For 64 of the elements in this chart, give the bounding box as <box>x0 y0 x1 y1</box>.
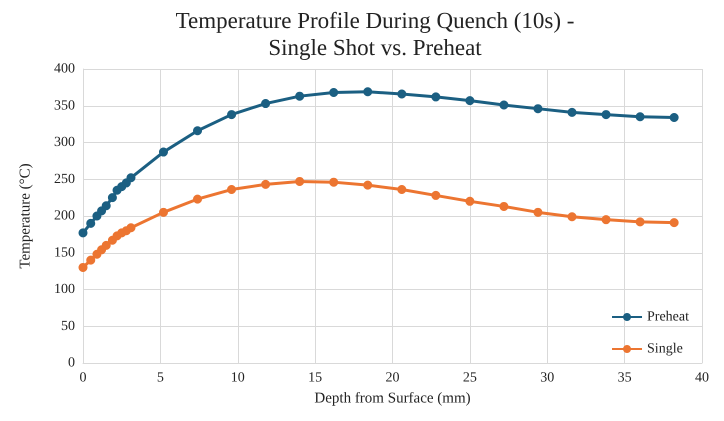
point <box>193 126 202 136</box>
point <box>533 104 542 114</box>
point <box>670 113 679 122</box>
y-tick-label: 100 <box>54 282 75 297</box>
point <box>108 193 117 202</box>
point <box>568 212 577 222</box>
x-tick-label: 35 <box>618 370 632 386</box>
x-tick-label: 10 <box>230 370 245 386</box>
point <box>636 112 645 122</box>
y-tick-label: 0 <box>68 356 75 370</box>
point <box>86 256 96 265</box>
point <box>499 202 508 211</box>
point <box>568 108 577 117</box>
point <box>227 110 236 120</box>
point <box>86 218 96 228</box>
point <box>636 217 645 226</box>
point <box>158 208 168 217</box>
point <box>533 208 542 217</box>
point <box>295 176 304 186</box>
point <box>126 173 136 182</box>
x-tick-label: 15 <box>308 370 322 386</box>
y-tick-label: 400 <box>54 62 75 76</box>
point <box>102 201 111 210</box>
y-tick-label: 350 <box>54 98 75 114</box>
point <box>261 99 270 108</box>
point <box>363 180 372 190</box>
point <box>602 215 611 224</box>
x-tick-label: 25 <box>462 370 477 386</box>
point <box>227 185 236 194</box>
y-tick-label: 150 <box>54 245 75 260</box>
x-tick-label: 0 <box>80 370 86 386</box>
point <box>397 185 406 194</box>
y-tick-label: 50 <box>61 318 75 334</box>
x-tick-label: 5 <box>156 370 164 386</box>
point <box>126 223 136 232</box>
y-axis-title: Temperature (°C) <box>18 163 34 269</box>
point <box>602 110 611 120</box>
y-tick-label: 200 <box>54 208 75 224</box>
point <box>329 178 338 187</box>
point <box>78 262 88 272</box>
point <box>261 180 270 189</box>
y-tick-label: 300 <box>54 135 75 150</box>
x-axis-title: Depth from Surface (mm) <box>314 390 471 406</box>
point <box>78 228 88 238</box>
point <box>670 218 679 228</box>
legend-label: Preheat <box>647 310 690 324</box>
point <box>102 240 111 250</box>
point <box>465 96 474 106</box>
x-tick-label: 30 <box>540 370 554 386</box>
point <box>363 87 372 96</box>
x-tick-label: 40 <box>695 370 709 386</box>
point <box>499 100 508 110</box>
point <box>193 194 202 204</box>
point <box>465 196 474 206</box>
point <box>397 89 406 98</box>
x-tick-label: 20 <box>386 370 400 386</box>
point <box>295 92 304 101</box>
point <box>431 190 440 200</box>
point <box>158 148 168 157</box>
legend-label: Single <box>647 342 683 356</box>
chart-title: Temperature Profile During Quench (10s) - Single Shot vs. Preheat <box>176 8 574 60</box>
y-tick-label: 250 <box>54 172 75 187</box>
point <box>329 88 338 98</box>
point <box>431 92 440 102</box>
